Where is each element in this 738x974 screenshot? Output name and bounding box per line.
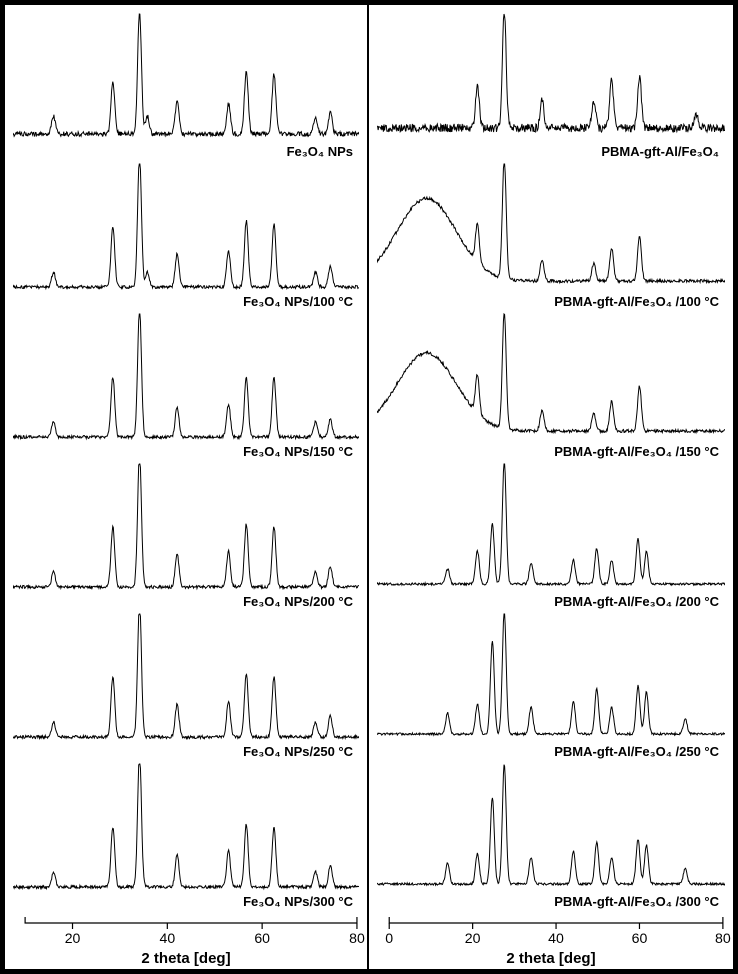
left-axis-label: 2 theta [deg] — [5, 950, 367, 967]
left-trace: Fe₃O₄ NPs/300 °C — [13, 761, 359, 911]
left-trace: Fe₃O₄ NPs/200 °C — [13, 461, 359, 611]
left-trace: Fe₃O₄ NPs/100 °C — [13, 161, 359, 311]
right-axis-label: 2 theta [deg] — [369, 950, 733, 967]
left-trace: Fe₃O₄ NPs/150 °C — [13, 311, 359, 461]
svg-text:40: 40 — [160, 930, 176, 946]
left-trace: Fe₃O₄ NPs — [13, 11, 359, 161]
right-trace: PBMA-gft-Al/Fe₃O₄ /100 °C — [377, 161, 725, 311]
svg-text:80: 80 — [715, 930, 731, 946]
right-trace: PBMA-gft-Al/Fe₃O₄ /150 °C — [377, 311, 725, 461]
svg-text:60: 60 — [632, 930, 648, 946]
left-x-axis: 20 40 60 80 2 theta [deg] — [5, 913, 367, 969]
svg-text:20: 20 — [465, 930, 481, 946]
svg-text:80: 80 — [349, 930, 365, 946]
right-trace: PBMA-gft-Al/Fe₃O₄ /250 °C — [377, 611, 725, 761]
svg-text:20: 20 — [65, 930, 81, 946]
right-traces-area: PBMA-gft-Al/Fe₃O₄PBMA-gft-Al/Fe₃O₄ /100 … — [369, 5, 733, 911]
xrd-figure: Fe₃O₄ NPsFe₃O₄ NPs/100 °CFe₃O₄ NPs/150 °… — [0, 0, 738, 974]
panel-left: Fe₃O₄ NPsFe₃O₄ NPs/100 °CFe₃O₄ NPs/150 °… — [5, 5, 369, 969]
svg-text:60: 60 — [254, 930, 270, 946]
panel-right: PBMA-gft-Al/Fe₃O₄PBMA-gft-Al/Fe₃O₄ /100 … — [369, 5, 733, 969]
right-trace: PBMA-gft-Al/Fe₃O₄ — [377, 11, 725, 161]
right-trace: PBMA-gft-Al/Fe₃O₄ /300 °C — [377, 761, 725, 911]
left-traces-area: Fe₃O₄ NPsFe₃O₄ NPs/100 °CFe₃O₄ NPs/150 °… — [5, 5, 367, 911]
svg-text:40: 40 — [548, 930, 564, 946]
right-trace: PBMA-gft-Al/Fe₃O₄ /200 °C — [377, 461, 725, 611]
svg-text:0: 0 — [385, 930, 393, 946]
left-trace: Fe₃O₄ NPs/250 °C — [13, 611, 359, 761]
right-x-axis: 0 20 40 60 80 2 theta [deg] — [369, 913, 733, 969]
